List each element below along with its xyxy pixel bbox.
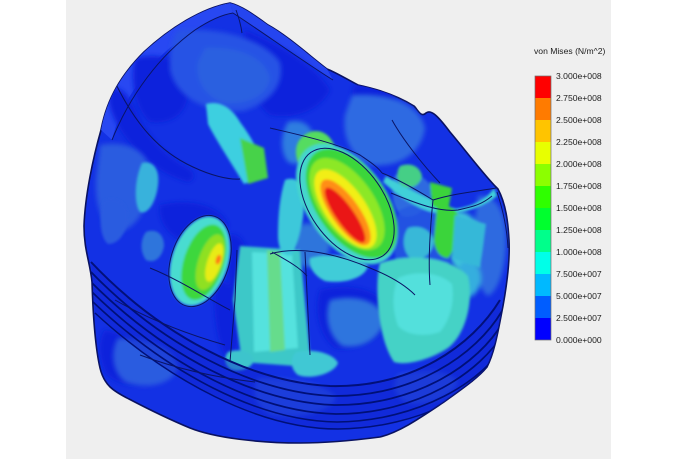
- svg-text:0.000e+000: 0.000e+000: [556, 335, 602, 345]
- svg-text:2.250e+008: 2.250e+008: [556, 137, 602, 147]
- svg-text:5.000e+007: 5.000e+007: [556, 291, 602, 301]
- svg-text:3.000e+008: 3.000e+008: [556, 71, 602, 81]
- svg-text:2.500e+008: 2.500e+008: [556, 115, 602, 125]
- svg-text:1.000e+008: 1.000e+008: [556, 247, 602, 257]
- svg-text:7.500e+007: 7.500e+007: [556, 269, 602, 279]
- svg-text:2.500e+007: 2.500e+007: [556, 313, 602, 323]
- svg-text:1.500e+008: 1.500e+008: [556, 203, 602, 213]
- svg-text:von Mises (N/m^2): von Mises (N/m^2): [534, 46, 605, 56]
- svg-text:1.250e+008: 1.250e+008: [556, 225, 602, 235]
- svg-text:1.750e+008: 1.750e+008: [556, 181, 602, 191]
- svg-text:2.750e+008: 2.750e+008: [556, 93, 602, 103]
- svg-text:2.000e+008: 2.000e+008: [556, 159, 602, 169]
